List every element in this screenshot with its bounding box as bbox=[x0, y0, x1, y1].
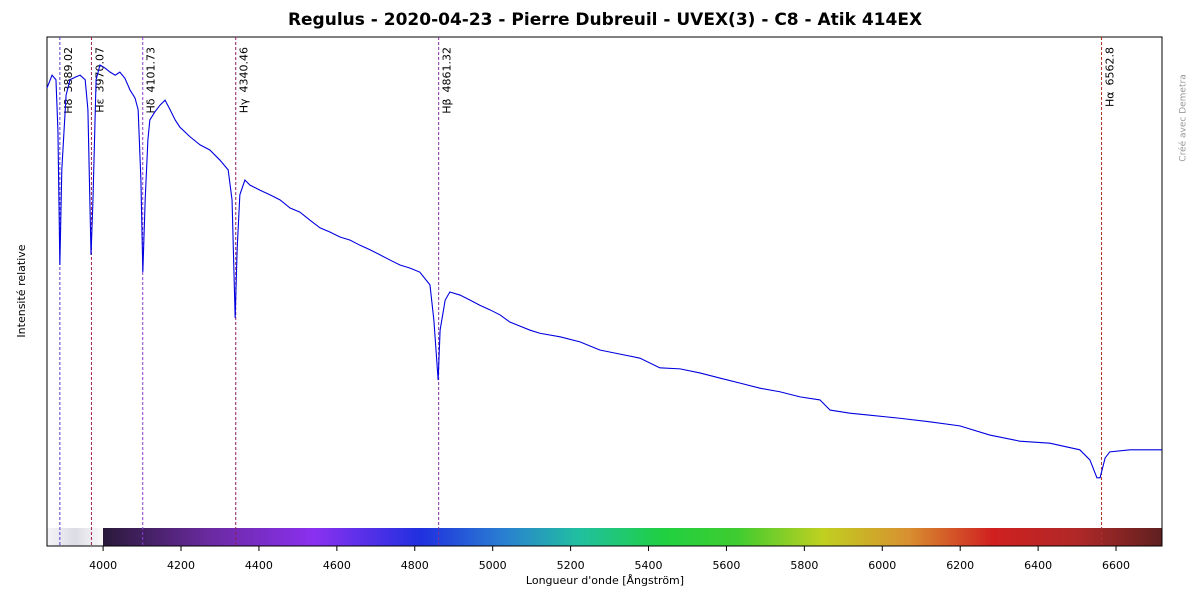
spectral-line-label: Hγ 4340.46 bbox=[238, 47, 251, 113]
line-wavelength: 4861.32 bbox=[441, 47, 454, 93]
spectral-line-label: Hα 6562.8 bbox=[1104, 47, 1117, 107]
chart-title: Regulus - 2020-04-23 - Pierre Dubreuil -… bbox=[288, 10, 922, 30]
line-name: Hβ bbox=[441, 99, 454, 114]
x-tick-label: 6000 bbox=[868, 559, 896, 572]
x-tick-label: 5000 bbox=[479, 559, 507, 572]
spectral-line-label: Hδ 4101.73 bbox=[145, 47, 158, 114]
spectrum-line bbox=[46, 64, 1162, 479]
x-tick-label: 4000 bbox=[89, 559, 117, 572]
line-name: Hα bbox=[1104, 92, 1117, 108]
x-tick-label: 6200 bbox=[946, 559, 974, 572]
line-wavelength: 4340.46 bbox=[238, 47, 251, 93]
line-wavelength: 4101.73 bbox=[145, 47, 158, 93]
plot-frame bbox=[46, 36, 1163, 547]
uv-band bbox=[47, 528, 103, 546]
x-tick-label: 5600 bbox=[712, 559, 740, 572]
x-tick-label: 5200 bbox=[557, 559, 585, 572]
x-axis-title: Longueur d'onde [Ångström] bbox=[526, 574, 684, 587]
line-name: Hε bbox=[93, 98, 106, 112]
spectral-line-label: Hε 3970.07 bbox=[93, 47, 106, 113]
line-name: Hδ bbox=[145, 98, 158, 113]
x-tick-label: 6600 bbox=[1102, 559, 1130, 572]
x-tick-label: 5800 bbox=[790, 559, 818, 572]
x-tick-label: 4400 bbox=[245, 559, 273, 572]
x-tick-label: 4800 bbox=[401, 559, 429, 572]
line-name: H8 bbox=[62, 99, 75, 114]
y-axis-title: Intensité relative bbox=[15, 244, 28, 337]
x-tick-label: 6400 bbox=[1024, 559, 1052, 572]
spectral-line-label: H8 3889.02 bbox=[62, 47, 75, 114]
watermark: Créé avec Demetra bbox=[1178, 74, 1189, 161]
line-name: Hγ bbox=[238, 98, 251, 113]
line-wavelength: 6562.8 bbox=[1104, 47, 1117, 86]
x-tick-label: 5400 bbox=[635, 559, 663, 572]
spectral-line-label: Hβ 4861.32 bbox=[441, 47, 454, 114]
line-wavelength: 3889.02 bbox=[62, 47, 75, 93]
x-tick-label: 4200 bbox=[167, 559, 195, 572]
x-tick-label: 4600 bbox=[323, 559, 351, 572]
line-wavelength: 3970.07 bbox=[93, 47, 106, 93]
color-spectrum-bar bbox=[103, 528, 1162, 546]
